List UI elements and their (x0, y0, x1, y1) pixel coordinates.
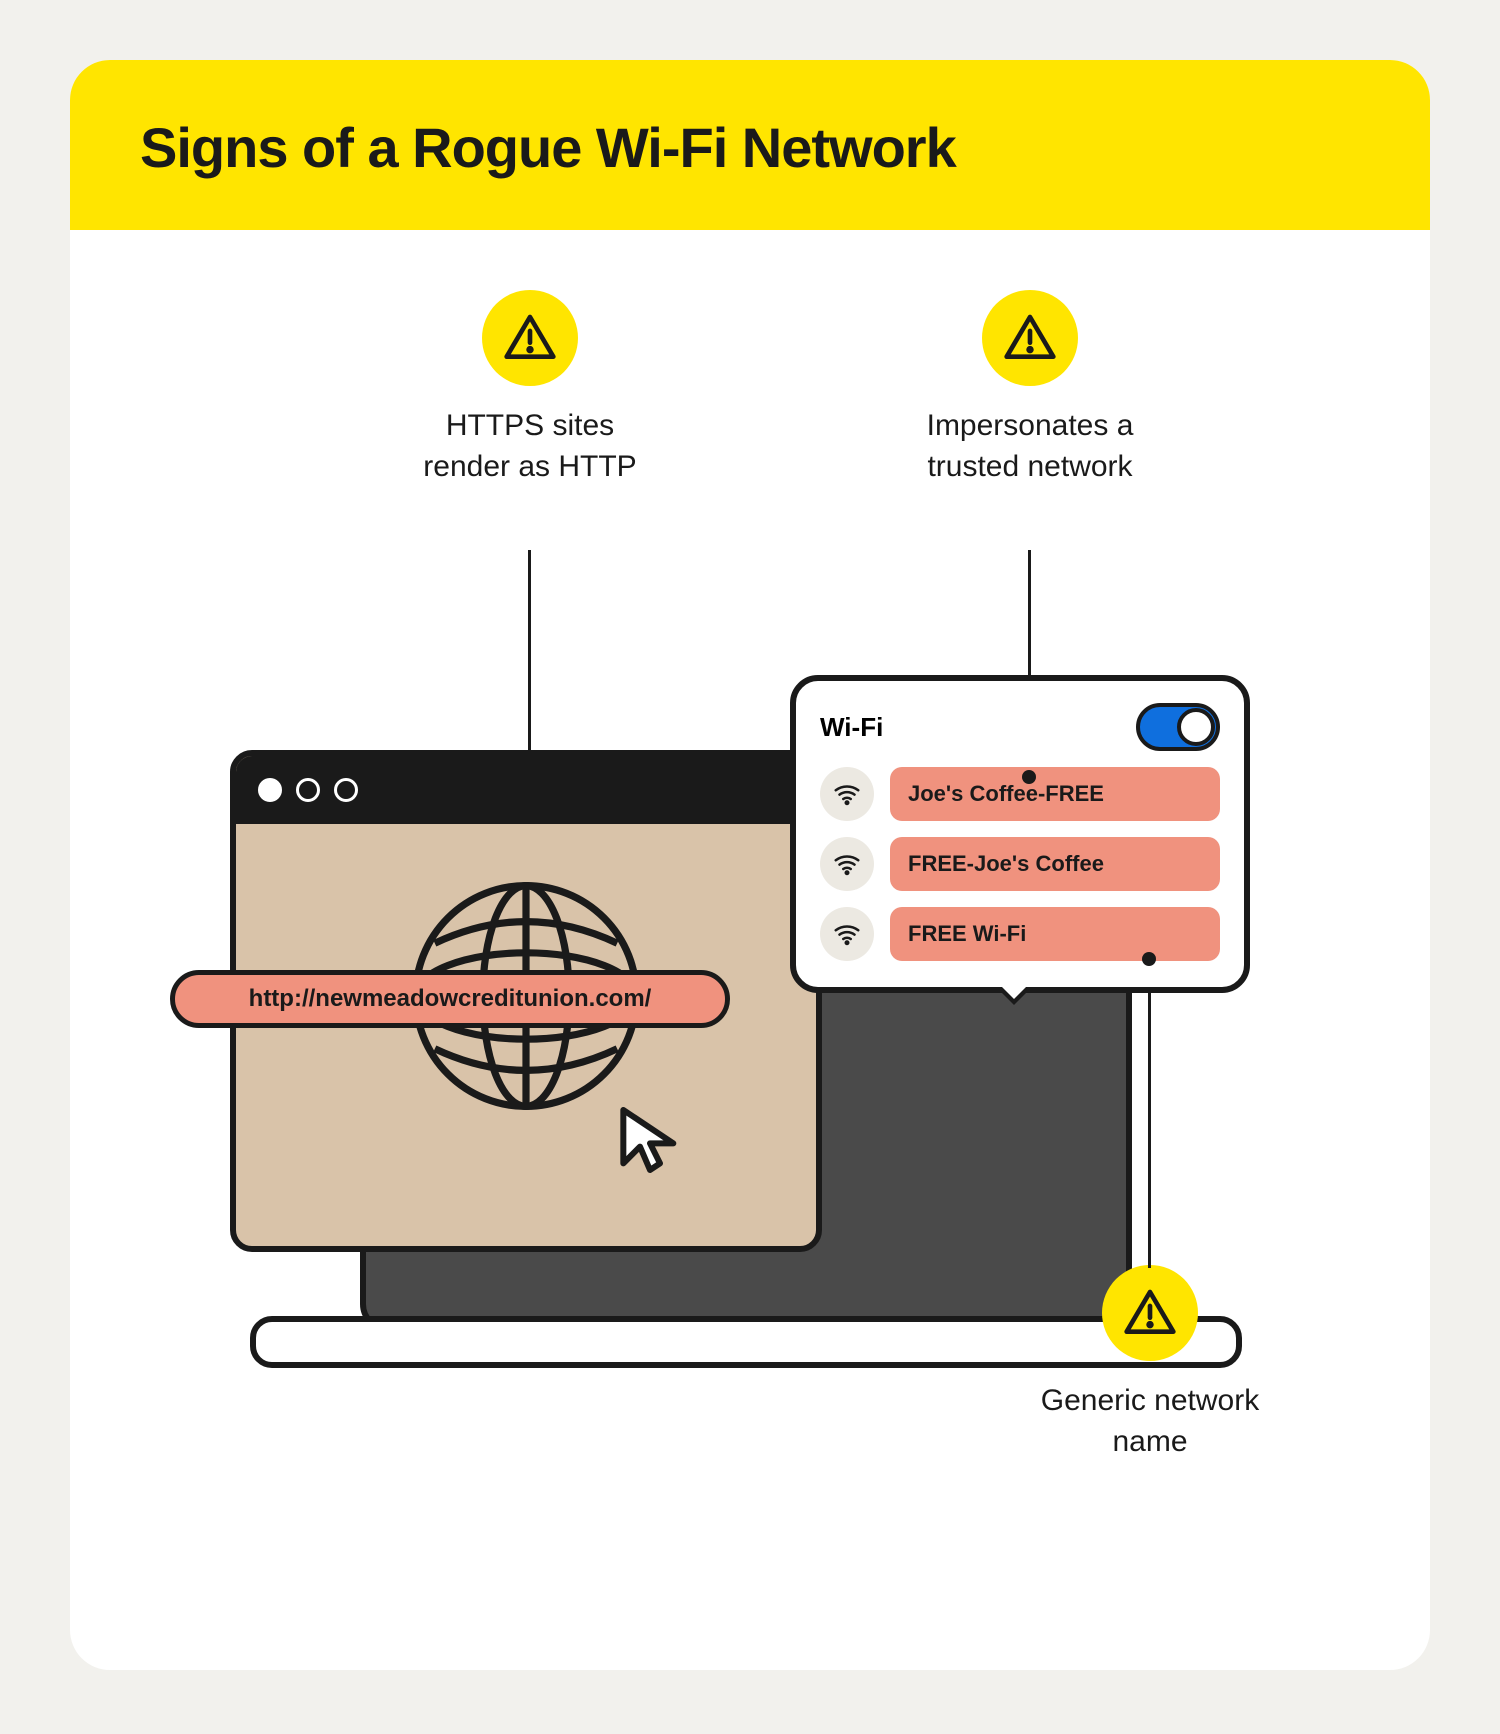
window-dot-icon (258, 778, 282, 802)
warning-badge-icon (482, 290, 578, 386)
warning-generic: Generic network name (1020, 1265, 1280, 1462)
wifi-signal-icon (820, 767, 874, 821)
warning-triangle-icon (502, 310, 558, 366)
wifi-panel: Wi-Fi Joe's Coffee-FREE FREE-Joe's Coffe… (790, 675, 1250, 993)
wifi-panel-title: Wi-Fi (820, 712, 883, 743)
warning-badge-icon (1102, 1265, 1198, 1361)
wifi-ssid: Joe's Coffee-FREE (890, 767, 1220, 821)
wifi-network-row[interactable]: FREE Wi-Fi (820, 907, 1220, 961)
wifi-network-row[interactable]: Joe's Coffee-FREE (820, 767, 1220, 821)
warning-generic-caption: Generic network name (1020, 1381, 1280, 1462)
warning-triangle-icon (1122, 1285, 1178, 1341)
wifi-ssid: FREE Wi-Fi (890, 907, 1220, 961)
window-dot-icon (334, 778, 358, 802)
warning-badge-icon (982, 290, 1078, 386)
leader-dot (1022, 770, 1036, 784)
warning-https: HTTPS sites render as HTTP (400, 290, 660, 487)
leader-line (1148, 958, 1151, 1268)
page-title: Signs of a Rogue Wi-Fi Network (140, 115, 1360, 180)
title-banner: Signs of a Rogue Wi-Fi Network (70, 60, 1430, 230)
infographic-card: Signs of a Rogue Wi-Fi Network HTTPS sit… (70, 60, 1430, 1670)
leader-dot (1142, 952, 1156, 966)
window-dot-icon (296, 778, 320, 802)
wifi-ssid: FREE-Joe's Coffee (890, 837, 1220, 891)
wifi-toggle[interactable] (1136, 703, 1220, 751)
wifi-signal-icon (820, 837, 874, 891)
wifi-network-row[interactable]: FREE-Joe's Coffee (820, 837, 1220, 891)
illustration-stage: HTTPS sites render as HTTP Impersonates … (70, 230, 1430, 1630)
browser-titlebar (236, 756, 816, 824)
panel-pointer-icon (996, 987, 1032, 1005)
warning-https-caption: HTTPS sites render as HTTP (400, 406, 660, 487)
warning-impersonates: Impersonates a trusted network (900, 290, 1160, 487)
warning-impersonates-caption: Impersonates a trusted network (900, 406, 1160, 487)
cursor-icon (610, 1100, 690, 1185)
warning-triangle-icon (1002, 310, 1058, 366)
url-bar: http://newmeadowcreditunion.com/ (170, 970, 730, 1028)
wifi-signal-icon (820, 907, 874, 961)
